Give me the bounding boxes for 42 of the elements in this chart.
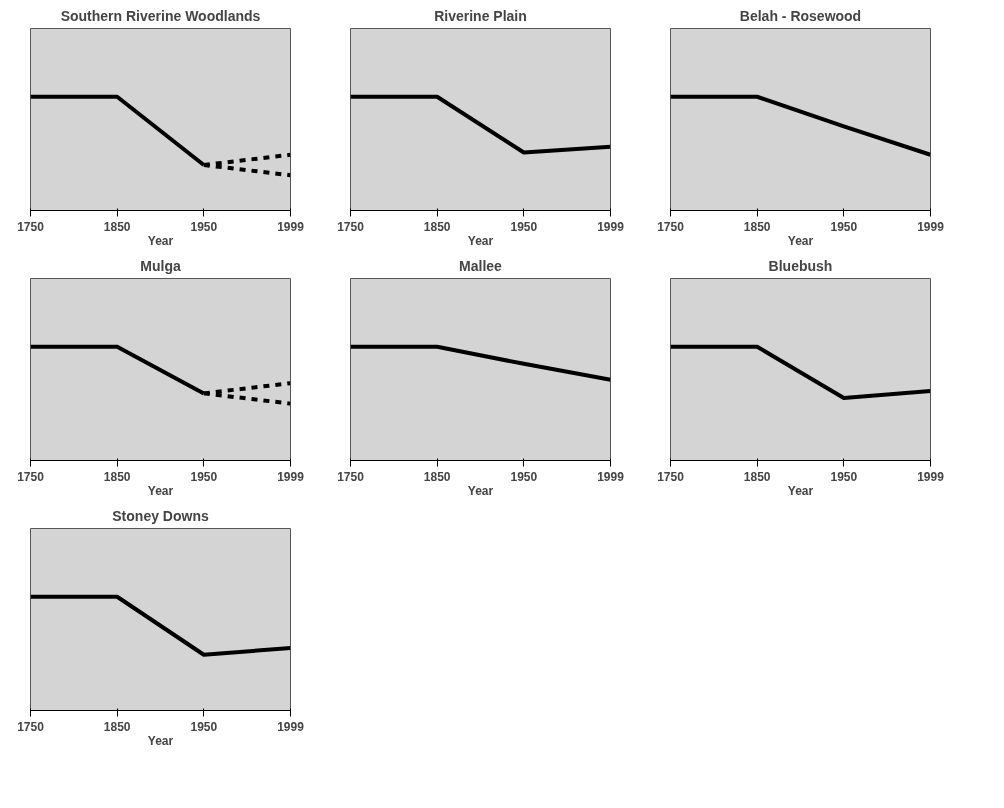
x-axis-title: Year <box>787 233 814 248</box>
x-tick-label: 1999 <box>597 469 625 484</box>
x-axis-title: Year <box>147 733 174 748</box>
x-tick-label: 1950 <box>510 219 538 234</box>
chart-title: Mallee <box>459 257 503 274</box>
x-tick-label: 1750 <box>337 469 365 484</box>
x-tick-label: 1850 <box>423 469 451 484</box>
x-tick-label: 1999 <box>277 469 305 484</box>
x-tick-label: 1750 <box>657 219 685 234</box>
x-tick-label: 1999 <box>277 219 305 234</box>
x-tick-label: 1950 <box>830 219 858 234</box>
x-tick-label: 1750 <box>17 719 45 734</box>
x-tick-label: 1750 <box>17 219 45 234</box>
chart-title: Belah - Rosewood <box>739 7 862 24</box>
x-axis-title: Year <box>467 233 494 248</box>
x-tick-label: 1750 <box>657 469 685 484</box>
x-tick-label: 1999 <box>917 469 945 484</box>
chart-title: Riverine Plain <box>434 7 527 24</box>
x-axis-title: Year <box>147 483 174 498</box>
x-tick-label: 1950 <box>190 719 218 734</box>
x-tick-label: 1850 <box>423 219 451 234</box>
x-axis-title: Year <box>787 483 814 498</box>
x-tick-label: 1950 <box>190 219 218 234</box>
x-tick-label: 1850 <box>743 469 771 484</box>
chart-title: Stoney Downs <box>112 507 209 524</box>
x-tick-label: 1950 <box>510 469 538 484</box>
x-axis-title: Year <box>147 233 174 248</box>
x-tick-label: 1750 <box>337 219 365 234</box>
x-tick-label: 1999 <box>917 219 945 234</box>
x-tick-label: 1850 <box>103 219 131 234</box>
x-tick-label: 1999 <box>277 719 305 734</box>
chart-title: Southern Riverine Woodlands <box>60 7 261 24</box>
x-tick-label: 1950 <box>830 469 858 484</box>
chart-title: Mulga <box>140 257 181 274</box>
x-tick-label: 1750 <box>17 469 45 484</box>
x-axis-title: Year <box>467 483 494 498</box>
x-tick-label: 1850 <box>743 219 771 234</box>
x-tick-label: 1850 <box>103 719 131 734</box>
x-tick-label: 1950 <box>190 469 218 484</box>
chart-title: Bluebush <box>768 257 833 274</box>
x-tick-label: 1850 <box>103 469 131 484</box>
x-tick-label: 1999 <box>597 219 625 234</box>
